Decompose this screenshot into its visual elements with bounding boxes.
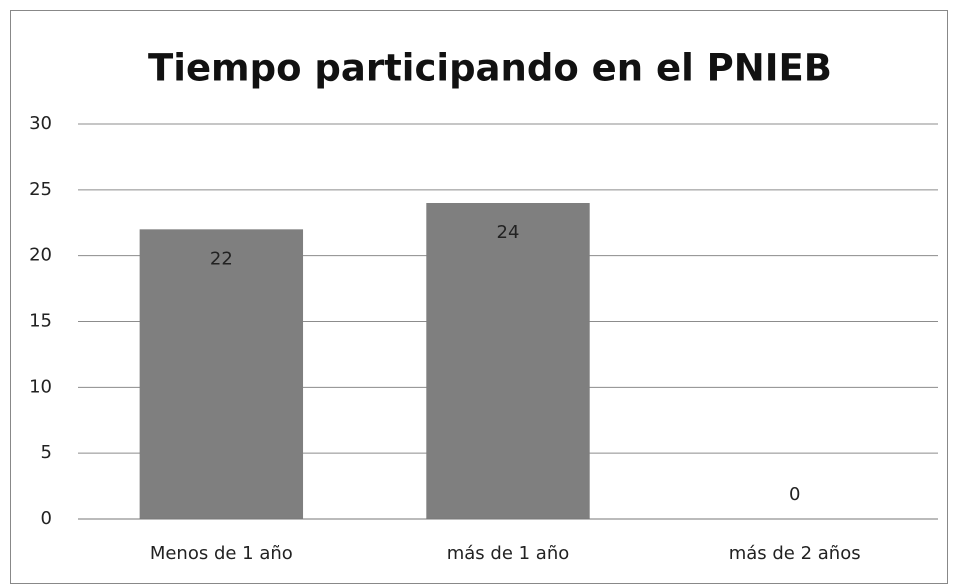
y-tick-label: 30 — [29, 113, 52, 134]
data-label: 0 — [789, 484, 800, 505]
chart-title: Tiempo participando en el PNIEB — [148, 47, 832, 90]
y-tick-label: 25 — [29, 179, 52, 200]
y-tick-label: 10 — [29, 376, 52, 397]
y-tick-label: 15 — [29, 311, 52, 332]
x-tick-label: más de 2 años — [729, 543, 861, 564]
y-tick-label: 20 — [29, 245, 52, 266]
x-tick-label: más de 1 año — [447, 543, 570, 564]
bar — [139, 229, 304, 520]
data-label: 24 — [497, 222, 520, 243]
x-tick-label: Menos de 1 año — [150, 543, 293, 564]
y-tick-label: 0 — [41, 508, 52, 529]
y-tick-label: 5 — [41, 442, 52, 463]
data-label: 22 — [210, 248, 233, 269]
bar — [426, 203, 590, 519]
